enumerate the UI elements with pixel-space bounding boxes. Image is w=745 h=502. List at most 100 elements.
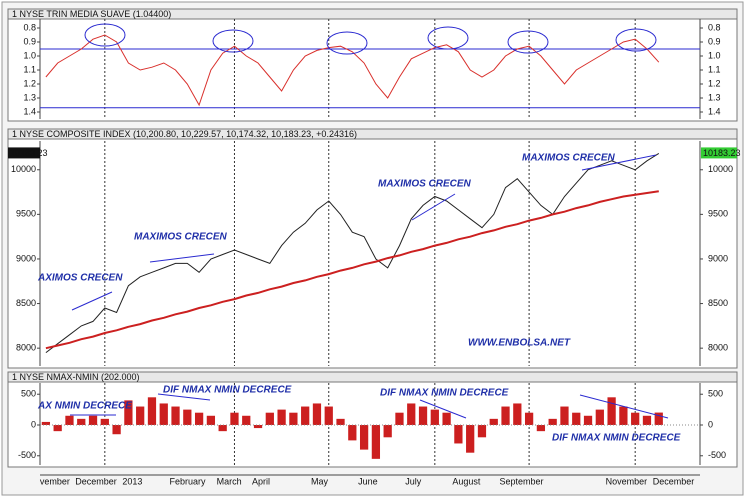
y-tick-label-right: 1.0 bbox=[708, 50, 721, 60]
bar bbox=[383, 425, 392, 438]
annotation: DIF NMAX NMIN DECRECE bbox=[380, 388, 509, 399]
y-tick-label: 1.4 bbox=[23, 106, 36, 116]
bar bbox=[407, 403, 416, 425]
y-tick-label-right: 0.9 bbox=[708, 36, 721, 46]
annotation: MAXIMOS CRECEN bbox=[378, 179, 472, 190]
bar bbox=[524, 412, 534, 425]
y-tick-label: 0 bbox=[31, 419, 36, 429]
y-tick-label-right: 1.2 bbox=[708, 78, 721, 88]
y-tick-label: 1.0 bbox=[23, 50, 36, 60]
trend-line bbox=[71, 291, 113, 311]
y-tick-label: 1.2 bbox=[23, 78, 36, 88]
price-box bbox=[8, 147, 40, 159]
x-tick-label: April bbox=[252, 476, 270, 486]
y-tick-label: 1.1 bbox=[23, 64, 36, 74]
highlight-circle bbox=[507, 30, 549, 54]
bar bbox=[65, 415, 74, 425]
y-tick-label: 0.8 bbox=[23, 22, 36, 32]
bar bbox=[206, 415, 216, 425]
panel-title: 1 NYSE COMPOSITE INDEX (10,200.80, 10,22… bbox=[12, 129, 357, 139]
panel-title: 1 NYSE NMAX-NMIN (202.000) bbox=[12, 372, 140, 382]
bar bbox=[466, 425, 475, 453]
y-tick-label-right: 9000 bbox=[708, 253, 728, 263]
panel-header bbox=[7, 8, 738, 20]
panel-header bbox=[7, 371, 738, 383]
bar bbox=[513, 403, 522, 425]
bar bbox=[100, 418, 109, 425]
bar bbox=[359, 425, 369, 450]
x-tick-label: March bbox=[217, 476, 242, 486]
bar bbox=[642, 415, 652, 425]
x-tick-label: August bbox=[452, 476, 481, 486]
bar bbox=[489, 418, 498, 425]
x-tick-label: June bbox=[358, 476, 378, 486]
bar bbox=[147, 397, 157, 425]
bar bbox=[53, 425, 62, 432]
annotation: AXIMOS CRECEN bbox=[37, 273, 123, 284]
bar bbox=[253, 425, 263, 429]
bar bbox=[477, 425, 487, 438]
bar bbox=[88, 415, 98, 425]
bar bbox=[336, 418, 345, 425]
panel-title: 1 NYSE TRIN MEDIA SUAVE (1.04400) bbox=[12, 9, 171, 19]
y-tick-label: 8000 bbox=[16, 343, 36, 353]
bar bbox=[501, 406, 510, 425]
bar bbox=[442, 412, 451, 425]
trend-line bbox=[581, 154, 657, 171]
bar bbox=[619, 406, 628, 425]
y-tick-label: -500 bbox=[18, 450, 36, 460]
trend-line bbox=[419, 399, 467, 419]
bar bbox=[77, 418, 86, 425]
bar bbox=[171, 406, 180, 425]
annotation: WWW.ENBOLSA.NET bbox=[468, 338, 571, 349]
x-tick-label: May bbox=[311, 476, 329, 486]
highlight-circle bbox=[212, 29, 254, 53]
bar bbox=[654, 412, 663, 425]
bar bbox=[183, 409, 192, 425]
x-tick-label: vember bbox=[40, 476, 70, 486]
bar bbox=[607, 397, 616, 425]
price-label: 10183.23 bbox=[703, 148, 741, 158]
price-box bbox=[701, 147, 737, 159]
trend-line bbox=[411, 193, 456, 221]
annotation: MAXIMOS CRECEN bbox=[522, 153, 616, 164]
bar bbox=[631, 412, 640, 425]
annotation: DIF NMAX NMIN DECRECE bbox=[552, 433, 681, 444]
y-tick-label-right: -500 bbox=[708, 450, 726, 460]
y-tick-label-right: 1.3 bbox=[708, 92, 721, 102]
highlight-circle bbox=[615, 28, 657, 52]
bar bbox=[277, 409, 286, 425]
highlight-circle bbox=[326, 31, 368, 55]
y-tick-label-right: 8000 bbox=[708, 343, 728, 353]
bar bbox=[418, 406, 428, 425]
bar bbox=[583, 415, 593, 425]
bar bbox=[41, 421, 51, 425]
trend-line bbox=[579, 394, 669, 419]
y-tick-label: 10000 bbox=[11, 164, 36, 174]
bar bbox=[395, 412, 404, 425]
bar bbox=[536, 425, 546, 432]
bar bbox=[289, 412, 298, 425]
bar bbox=[324, 406, 333, 425]
series-line bbox=[45, 152, 660, 353]
bar bbox=[242, 415, 251, 425]
y-tick-label: 1.3 bbox=[23, 92, 36, 102]
y-tick-label-right: 500 bbox=[708, 389, 723, 399]
y-tick-label-right: 10000 bbox=[708, 164, 733, 174]
bar bbox=[430, 409, 439, 425]
y-tick-label-right: 0.8 bbox=[708, 22, 721, 32]
series-line bbox=[45, 34, 660, 107]
x-tick-label: September bbox=[500, 476, 544, 486]
y-tick-label-right: 0 bbox=[708, 419, 713, 429]
panel bbox=[7, 8, 738, 122]
bar bbox=[560, 406, 569, 425]
bar bbox=[348, 425, 357, 441]
bar bbox=[159, 403, 168, 425]
trend-line bbox=[149, 253, 215, 263]
highlight-circle bbox=[84, 23, 126, 47]
annotation: MAXIMOS CRECEN bbox=[134, 232, 228, 243]
bar bbox=[194, 412, 204, 425]
bar bbox=[136, 406, 145, 425]
annotation: DIF NMAX NMIN DECRECE bbox=[163, 385, 292, 396]
